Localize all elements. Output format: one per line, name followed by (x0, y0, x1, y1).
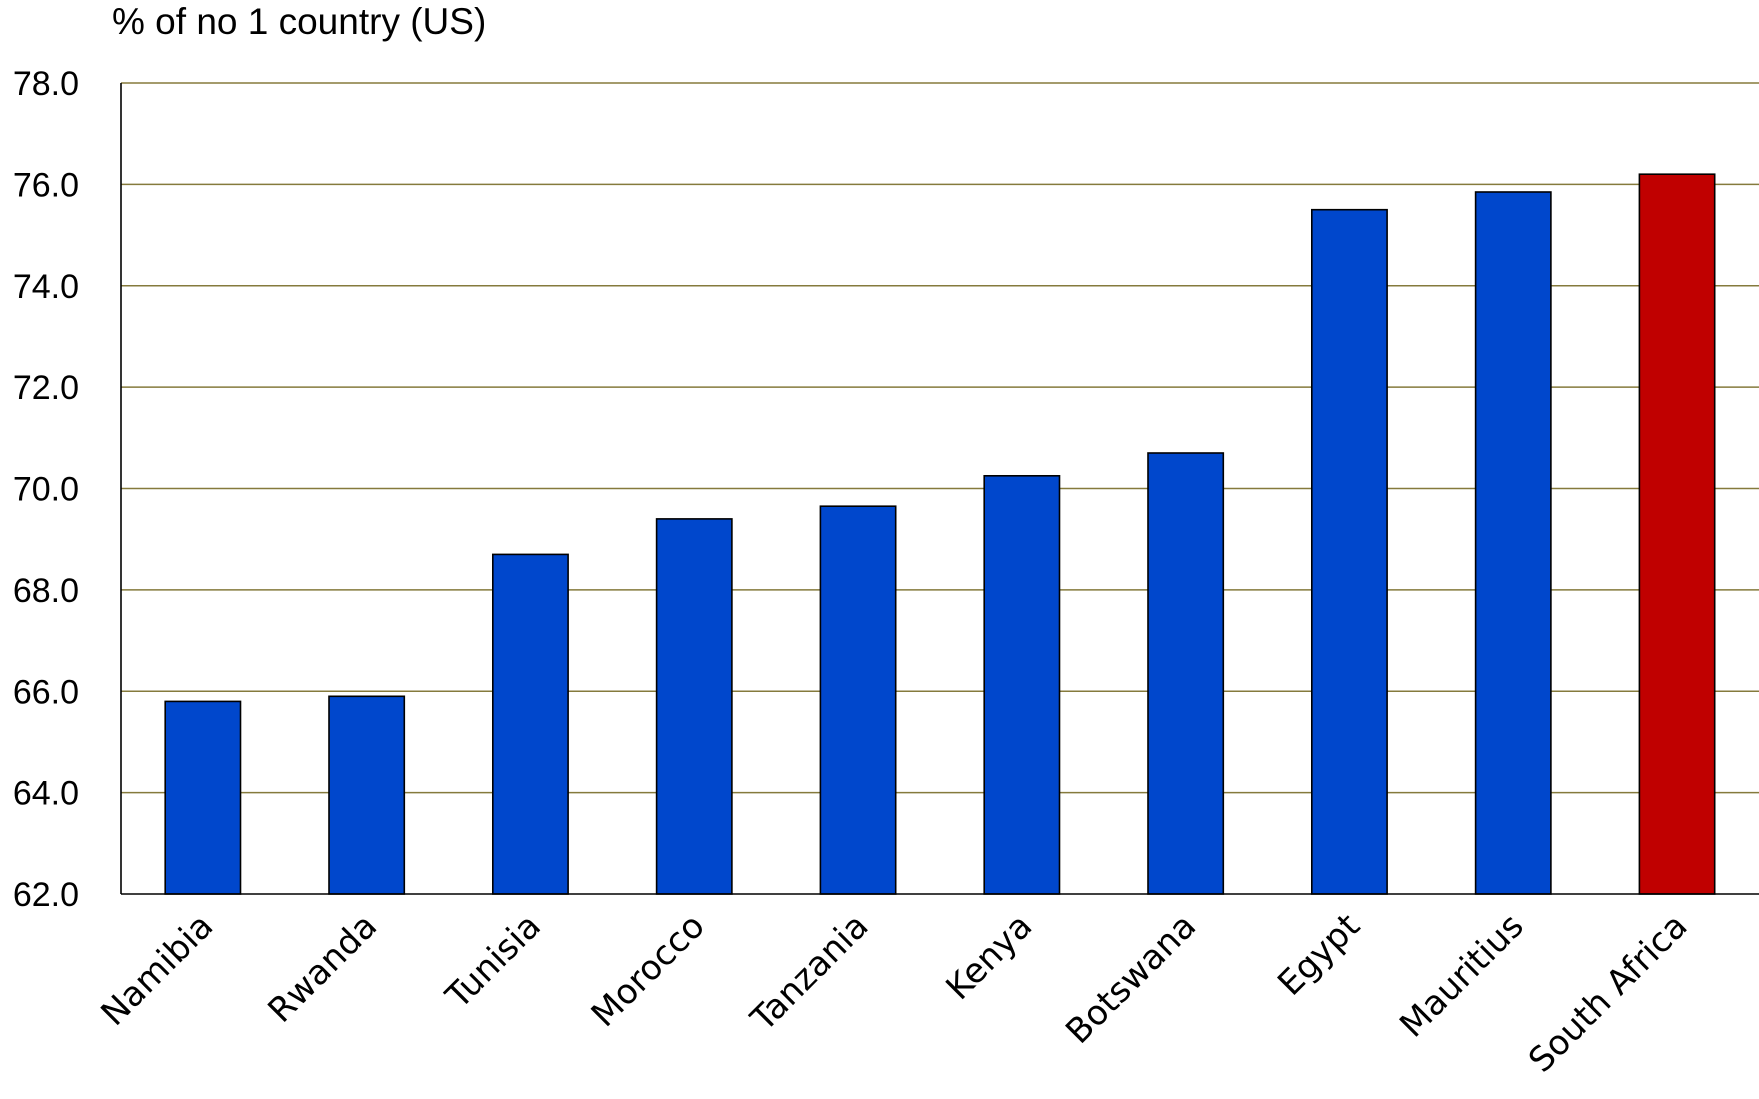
bar-mauritius (1474, 191, 1552, 895)
y-tick-label: 72.0 (13, 369, 79, 407)
x-tick-labels: Namibia Rwanda Tunisia Morocco Tanzania Kenya… (93, 906, 1695, 1080)
x-tick-label: Tunisia (438, 906, 549, 1017)
axes (120, 83, 1759, 895)
y-tick-label: 74.0 (13, 268, 79, 306)
bar-rwanda (328, 695, 406, 895)
y-tick-label: 66.0 (13, 673, 79, 711)
gridlines (121, 82, 1759, 794)
y-tick-label: 64.0 (13, 775, 79, 813)
x-tick-label: Namibia (93, 906, 221, 1034)
x-tick-label: Botswana (1058, 906, 1204, 1052)
bar-south-africa (1638, 173, 1716, 895)
x-tick-label: Rwanda (260, 906, 385, 1031)
x-tick-label: Tanzania (743, 906, 877, 1040)
bars (164, 173, 1716, 895)
bar-tanzania (819, 505, 897, 895)
y-tick-label: 68.0 (13, 572, 79, 610)
bar-kenya (983, 474, 1061, 895)
bar-namibia (164, 700, 242, 895)
bar-tunisia (491, 553, 569, 895)
x-tick-label: Kenya (938, 906, 1040, 1008)
x-tick-label: Mauritius (1392, 906, 1531, 1045)
y-axis-label: % of no 1 country (US) (112, 1, 486, 42)
x-tick-label: Morocco (584, 906, 713, 1035)
y-tick-label: 70.0 (13, 471, 79, 509)
bar-morocco (655, 518, 733, 895)
y-tick-label: 76.0 (13, 166, 79, 204)
bar-egypt (1311, 208, 1388, 895)
x-tick-label: Egypt (1270, 906, 1368, 1004)
y-tick-labels: 62.0 64.0 66.0 68.0 70.0 72.0 74.0 76.0 78.0 (13, 65, 79, 914)
y-tick-label: 62.0 (13, 876, 79, 914)
bar-botswana (1147, 452, 1225, 895)
y-tick-label: 78.0 (13, 65, 79, 103)
x-tick-label: South Africa (1521, 906, 1695, 1080)
